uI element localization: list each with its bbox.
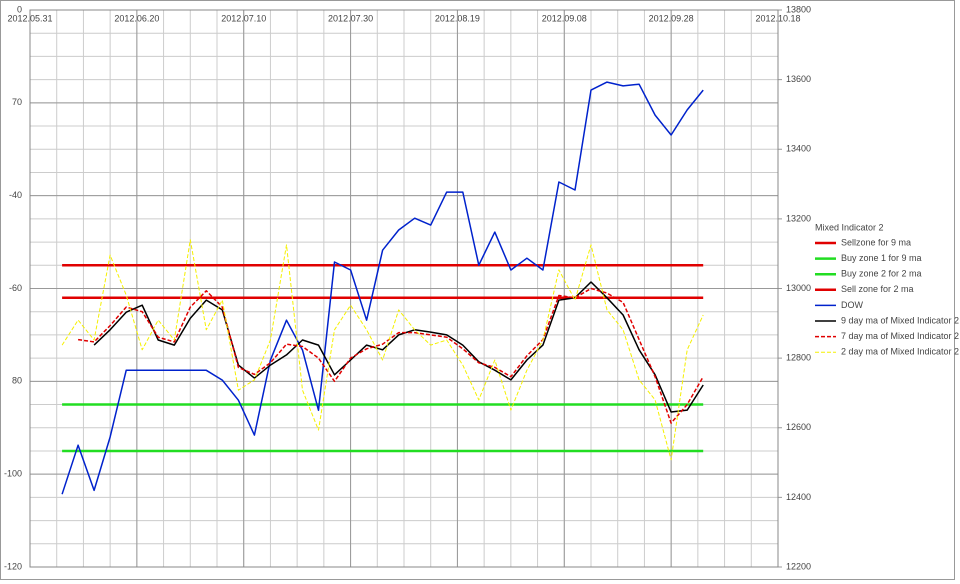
y2-tick-label: 12600 <box>786 422 811 432</box>
y-tick-label: 70 <box>12 97 22 107</box>
y-tick-label: -120 <box>4 561 22 571</box>
series-line <box>61 239 704 461</box>
series-line <box>93 281 704 413</box>
legend-label: Buy zone 1 for 9 ma <box>841 253 922 263</box>
legend-label: Sell zone for 2 ma <box>841 284 914 294</box>
legend-label: 9 day ma of Mixed Indicator 2 <box>841 315 959 325</box>
y2-tick-label: 12400 <box>786 492 811 502</box>
y-tick-label: -60 <box>9 283 22 293</box>
legend-label: Sellzone for 9 ma <box>841 237 911 247</box>
y2-tick-label: 12800 <box>786 353 811 363</box>
legend-title: Mixed Indicator 2 <box>815 222 884 232</box>
y-tick-label: 80 <box>12 376 22 386</box>
y2-tick-label: 13200 <box>786 213 811 223</box>
y2-tick-label: 13400 <box>786 144 811 154</box>
y-tick-label: -100 <box>4 469 22 479</box>
y2-tick-label: 13600 <box>786 74 811 84</box>
y-tick-label: 0 <box>17 4 22 14</box>
legend-label: 2 day ma of Mixed Indicator 2 <box>841 347 959 357</box>
y2-tick-label: 13800 <box>786 4 811 14</box>
legend-label: 7 day ma of Mixed Indicator 2 <box>841 331 959 341</box>
y2-tick-label: 13000 <box>786 283 811 293</box>
legend-label: Buy zone 2 for 2 ma <box>841 269 922 279</box>
series-line <box>61 81 704 495</box>
y2-tick-label: 12200 <box>786 561 811 571</box>
y-tick-label: -40 <box>9 190 22 200</box>
legend-label: DOW <box>841 300 864 310</box>
plot-border <box>29 9 779 568</box>
series-line <box>77 287 704 424</box>
